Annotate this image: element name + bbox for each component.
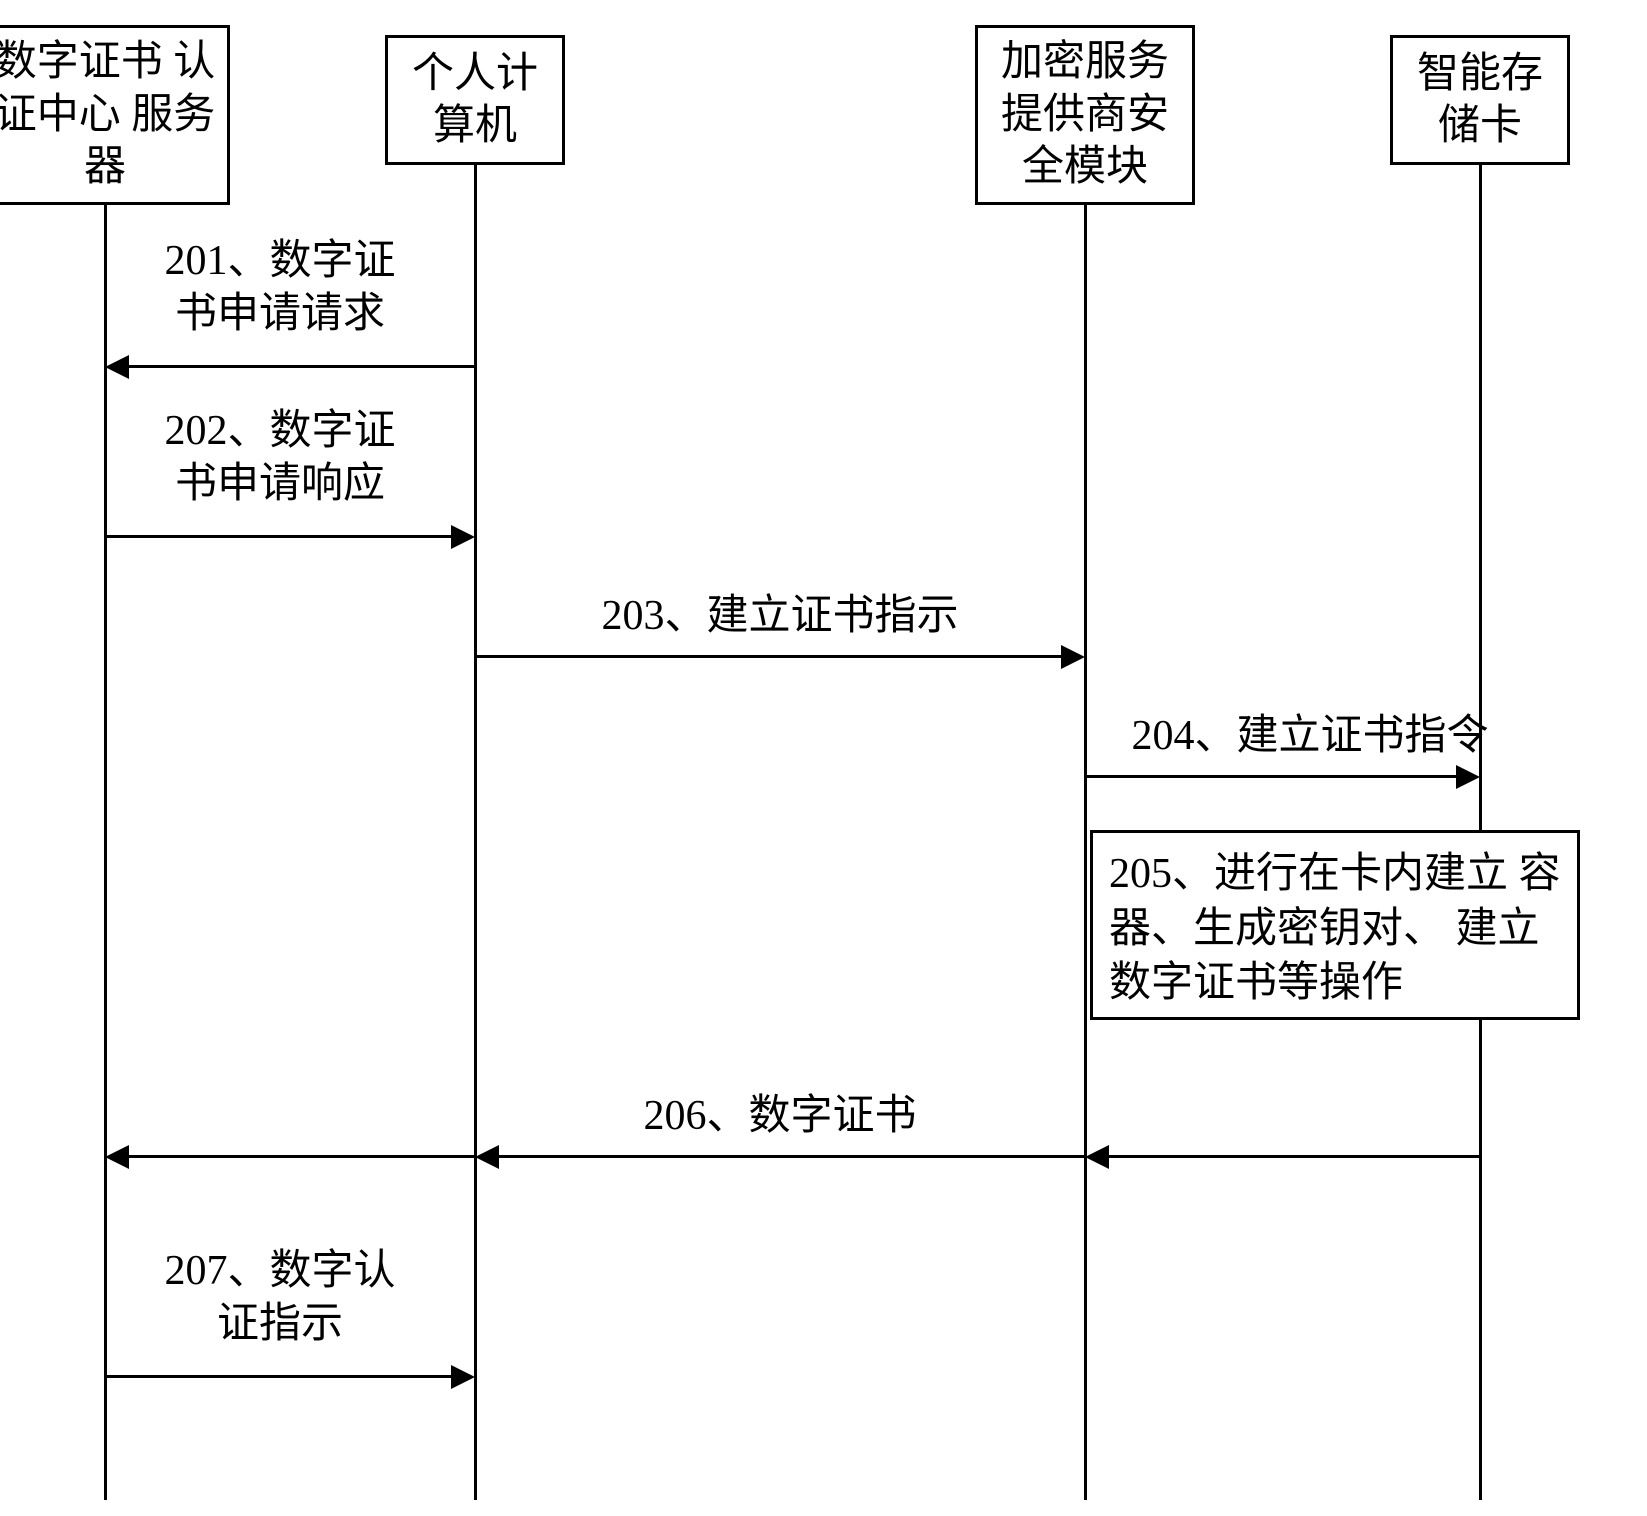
message-label-m201: 201、数字证 书申请请求	[130, 235, 430, 340]
participant-card-label: 智能存 储卡	[1403, 48, 1557, 153]
arrow-head-m207	[451, 1365, 475, 1389]
arrow-line-m206c	[129, 1155, 475, 1158]
lifeline-csp	[1084, 205, 1087, 1500]
participant-pc: 个人计 算机	[385, 35, 565, 165]
participant-card: 智能存 储卡	[1390, 35, 1570, 165]
arrow-line-m207	[105, 1375, 451, 1378]
arrow-line-m203	[475, 655, 1061, 658]
message-label-m202: 202、数字证 书申请响应	[130, 405, 430, 510]
note-205-label: 205、进行在卡内建立 容器、生成密钥对、 建立数字证书等操作	[1109, 851, 1561, 1006]
arrow-line-m201	[129, 365, 475, 368]
message-label-m203: 203、建立证书指示	[530, 590, 1030, 643]
participant-ca-label: 数字证书 认证中心 服务器	[0, 36, 217, 194]
participant-csp: 加密服务 提供商安 全模块	[975, 25, 1195, 205]
arrow-line-m202	[105, 535, 451, 538]
arrow-head-m203	[1061, 645, 1085, 669]
participant-csp-label: 加密服务 提供商安 全模块	[988, 36, 1182, 194]
arrow-line-m204	[1085, 775, 1456, 778]
message-label-m204: 204、建立证书指令	[1110, 710, 1510, 763]
message-label-m207: 207、数字认 证指示	[130, 1245, 430, 1350]
arrow-head-m206a	[475, 1145, 499, 1169]
participant-pc-label: 个人计 算机	[398, 48, 552, 153]
arrow-head-m204	[1456, 765, 1480, 789]
arrow-line-m206b	[1109, 1155, 1480, 1158]
lifeline-ca	[104, 205, 107, 1500]
arrow-line-m206a	[499, 1155, 1085, 1158]
participant-ca: 数字证书 认证中心 服务器	[0, 25, 230, 205]
arrow-head-m202	[451, 525, 475, 549]
arrow-head-m206b	[1085, 1145, 1109, 1169]
note-205: 205、进行在卡内建立 容器、生成密钥对、 建立数字证书等操作	[1090, 830, 1580, 1020]
arrow-head-m201	[105, 355, 129, 379]
arrow-head-m206c	[105, 1145, 129, 1169]
message-label-m206a: 206、数字证书	[580, 1090, 980, 1143]
